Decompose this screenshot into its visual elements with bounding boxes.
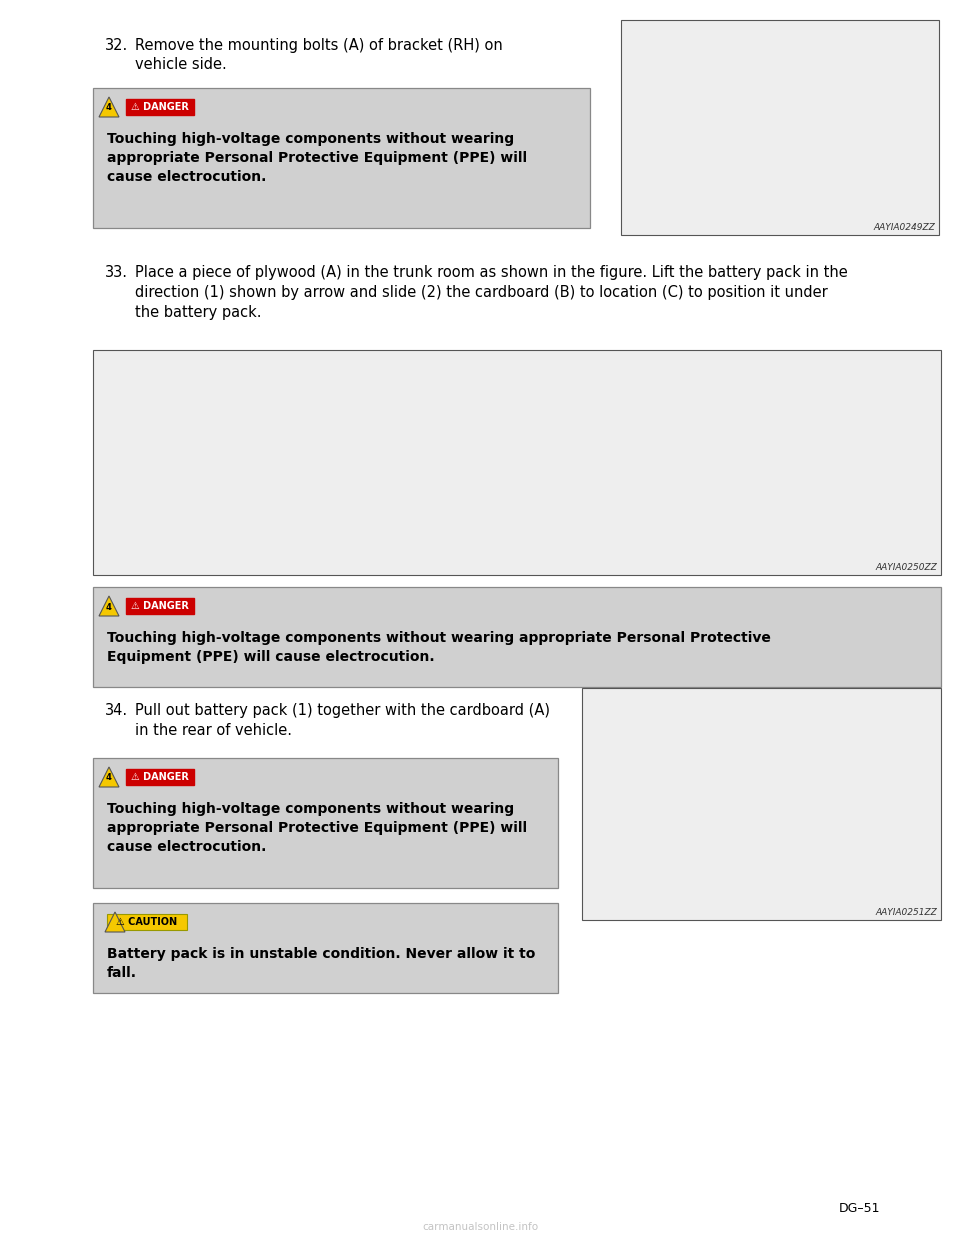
Bar: [107, 914, 187, 930]
Text: AAYIA0249ZZ: AAYIA0249ZZ: [874, 224, 935, 232]
Text: 4: 4: [106, 602, 112, 611]
Text: appropriate Personal Protective Equipment (PPE) will: appropriate Personal Protective Equipmen…: [107, 152, 527, 165]
Text: ⚠ DANGER: ⚠ DANGER: [132, 773, 189, 782]
Bar: [93, 350, 941, 575]
Bar: [93, 903, 558, 994]
Bar: [93, 758, 558, 888]
Bar: [126, 597, 194, 614]
Text: Touching high-voltage components without wearing: Touching high-voltage components without…: [107, 132, 515, 147]
Text: Remove the mounting bolts (A) of bracket (RH) on: Remove the mounting bolts (A) of bracket…: [135, 39, 503, 53]
Text: Equipment (PPE) will cause electrocution.: Equipment (PPE) will cause electrocution…: [107, 650, 435, 664]
Text: 4: 4: [106, 103, 112, 113]
Text: AAYIA0251ZZ: AAYIA0251ZZ: [876, 908, 937, 917]
Text: cause electrocution.: cause electrocution.: [107, 840, 266, 854]
Bar: [126, 99, 194, 116]
Text: Touching high-voltage components without wearing: Touching high-voltage components without…: [107, 802, 515, 816]
Bar: [93, 88, 590, 229]
Text: Place a piece of plywood (A) in the trunk room as shown in the figure. Lift the : Place a piece of plywood (A) in the trun…: [135, 265, 848, 279]
Text: 34.: 34.: [105, 703, 128, 718]
Text: Touching high-voltage components without wearing appropriate Personal Protective: Touching high-voltage components without…: [107, 631, 771, 645]
Text: ⚠ DANGER: ⚠ DANGER: [132, 601, 189, 611]
Text: AAYIA0250ZZ: AAYIA0250ZZ: [876, 563, 937, 573]
Text: cause electrocution.: cause electrocution.: [107, 170, 266, 184]
Bar: [93, 587, 941, 687]
Bar: [621, 20, 939, 235]
Text: carmanualsonline.info: carmanualsonline.info: [422, 1222, 538, 1232]
Text: the battery pack.: the battery pack.: [135, 306, 261, 320]
Text: Pull out battery pack (1) together with the cardboard (A): Pull out battery pack (1) together with …: [135, 703, 550, 718]
Text: Battery pack is in unstable condition. Never allow it to: Battery pack is in unstable condition. N…: [107, 946, 536, 961]
Bar: [582, 688, 941, 920]
Polygon shape: [99, 596, 119, 616]
Text: appropriate Personal Protective Equipment (PPE) will: appropriate Personal Protective Equipmen…: [107, 821, 527, 835]
Polygon shape: [105, 912, 125, 932]
Text: 32.: 32.: [105, 39, 129, 53]
Text: fall.: fall.: [107, 966, 137, 980]
Text: 4: 4: [106, 774, 112, 782]
Text: in the rear of vehicle.: in the rear of vehicle.: [135, 723, 292, 738]
Bar: [126, 769, 194, 785]
Text: ⚠ CAUTION: ⚠ CAUTION: [116, 917, 178, 927]
Text: 33.: 33.: [105, 265, 128, 279]
Polygon shape: [99, 97, 119, 117]
Text: DG–51: DG–51: [838, 1202, 880, 1215]
Text: direction (1) shown by arrow and slide (2) the cardboard (B) to location (C) to : direction (1) shown by arrow and slide (…: [135, 284, 828, 301]
Text: vehicle side.: vehicle side.: [135, 57, 227, 72]
Polygon shape: [99, 768, 119, 787]
Text: ⚠ DANGER: ⚠ DANGER: [132, 102, 189, 112]
